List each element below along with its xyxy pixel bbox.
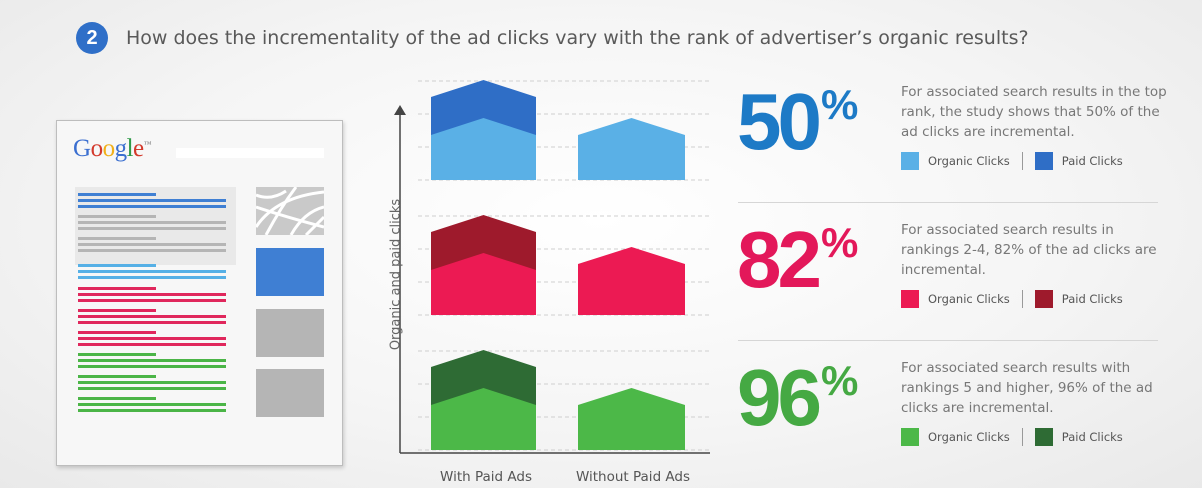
legend-separator bbox=[1021, 152, 1023, 170]
header: 2 How does the incrementality of the ad … bbox=[76, 22, 1029, 54]
organic-clicks-shape bbox=[578, 118, 685, 180]
stat-percentage: 82% bbox=[737, 220, 858, 300]
legend-swatch-organic bbox=[901, 152, 919, 170]
logo-letter: l bbox=[126, 135, 134, 162]
y-axis-label: Organic and paid clicks bbox=[388, 198, 404, 351]
logo-letter: G bbox=[73, 135, 91, 162]
legend-label-organic: Organic Clicks bbox=[928, 292, 1010, 306]
percent-sign: % bbox=[820, 81, 859, 128]
legend-swatch-paid bbox=[1034, 290, 1053, 308]
category-label-with-paid-ads: With Paid Ads bbox=[440, 469, 532, 485]
gray-image-block bbox=[256, 309, 324, 357]
legend-separator bbox=[1021, 428, 1023, 446]
legend-swatch-paid bbox=[1034, 152, 1053, 170]
section-divider bbox=[738, 202, 1158, 203]
result-line bbox=[78, 293, 226, 296]
result-line bbox=[78, 343, 226, 346]
legend-swatch-organic bbox=[901, 290, 919, 308]
stat-number: 82 bbox=[737, 215, 822, 304]
legend-label-organic: Organic Clicks bbox=[928, 154, 1010, 168]
percent-sign: % bbox=[820, 219, 859, 266]
logo-letter: e bbox=[133, 135, 144, 162]
stat-description: For associated search results with ranki… bbox=[901, 360, 1153, 416]
logo-letter: g bbox=[114, 135, 128, 162]
stat-percentage: 96% bbox=[737, 358, 858, 438]
legend-label-paid: Paid Clicks bbox=[1061, 154, 1123, 168]
organic-clicks-shape bbox=[431, 388, 536, 450]
organic-clicks-shape bbox=[431, 253, 536, 315]
category-label-without-paid-ads: Without Paid Ads bbox=[575, 469, 691, 485]
blue-image-block bbox=[256, 248, 324, 296]
gray-image-block bbox=[256, 369, 324, 417]
legend-separator bbox=[1021, 290, 1023, 308]
legend-label-paid: Paid Clicks bbox=[1061, 430, 1123, 444]
stat-description: For associated search results in ranking… bbox=[901, 222, 1157, 278]
step-badge: 2 bbox=[76, 22, 108, 54]
legend-swatch-paid bbox=[1034, 428, 1053, 446]
legend-label-paid: Paid Clicks bbox=[1061, 292, 1123, 306]
result-line bbox=[78, 387, 226, 390]
result-line bbox=[78, 353, 156, 356]
result-line bbox=[78, 249, 226, 252]
result-line bbox=[78, 287, 156, 290]
trademark-symbol: ™ bbox=[143, 139, 152, 149]
section-divider bbox=[738, 340, 1158, 341]
result-line bbox=[78, 215, 156, 218]
organic-clicks-shape bbox=[578, 388, 685, 450]
result-line bbox=[78, 365, 226, 368]
result-line bbox=[78, 270, 226, 273]
result-line bbox=[78, 309, 156, 312]
result-line bbox=[78, 299, 226, 302]
legend: Organic Clicks Paid Clicks bbox=[901, 290, 1123, 308]
result-line bbox=[78, 375, 156, 378]
result-line bbox=[78, 193, 156, 196]
stat-description: For associated search results in the top… bbox=[901, 84, 1167, 140]
stat-number: 50 bbox=[737, 77, 822, 166]
result-line bbox=[78, 221, 226, 224]
result-line bbox=[78, 276, 226, 279]
result-line bbox=[78, 321, 226, 324]
google-logo: Google™ bbox=[73, 135, 151, 163]
search-box bbox=[176, 148, 324, 158]
organic-clicks-shape bbox=[431, 118, 536, 180]
logo-letter: o bbox=[90, 135, 104, 162]
result-line bbox=[78, 397, 156, 400]
result-line bbox=[78, 199, 226, 202]
logo-letter: o bbox=[102, 135, 116, 162]
organic-clicks-shape bbox=[578, 247, 685, 315]
legend: Organic Clicks Paid Clicks bbox=[901, 428, 1123, 446]
legend: Organic Clicks Paid Clicks bbox=[901, 152, 1123, 170]
result-line bbox=[78, 337, 226, 340]
stat-number: 96 bbox=[737, 353, 822, 442]
y-axis-arrow bbox=[394, 105, 406, 115]
result-line bbox=[78, 359, 226, 362]
legend-label-organic: Organic Clicks bbox=[928, 430, 1010, 444]
result-line bbox=[78, 237, 156, 240]
result-line bbox=[78, 403, 226, 406]
result-line bbox=[78, 381, 226, 384]
map-thumbnail bbox=[256, 187, 324, 235]
result-line bbox=[78, 205, 226, 208]
legend-swatch-organic bbox=[901, 428, 919, 446]
result-line bbox=[78, 264, 156, 267]
search-results-illustration: Google™ bbox=[56, 120, 343, 466]
result-line bbox=[78, 227, 226, 230]
clicks-chart bbox=[394, 80, 710, 454]
result-line bbox=[78, 243, 226, 246]
result-line bbox=[78, 409, 226, 412]
result-line bbox=[78, 331, 156, 334]
stat-percentage: 50% bbox=[737, 82, 858, 162]
header-title: How does the incrementality of the ad cl… bbox=[126, 27, 1029, 49]
result-line bbox=[78, 315, 226, 318]
percent-sign: % bbox=[820, 357, 859, 404]
